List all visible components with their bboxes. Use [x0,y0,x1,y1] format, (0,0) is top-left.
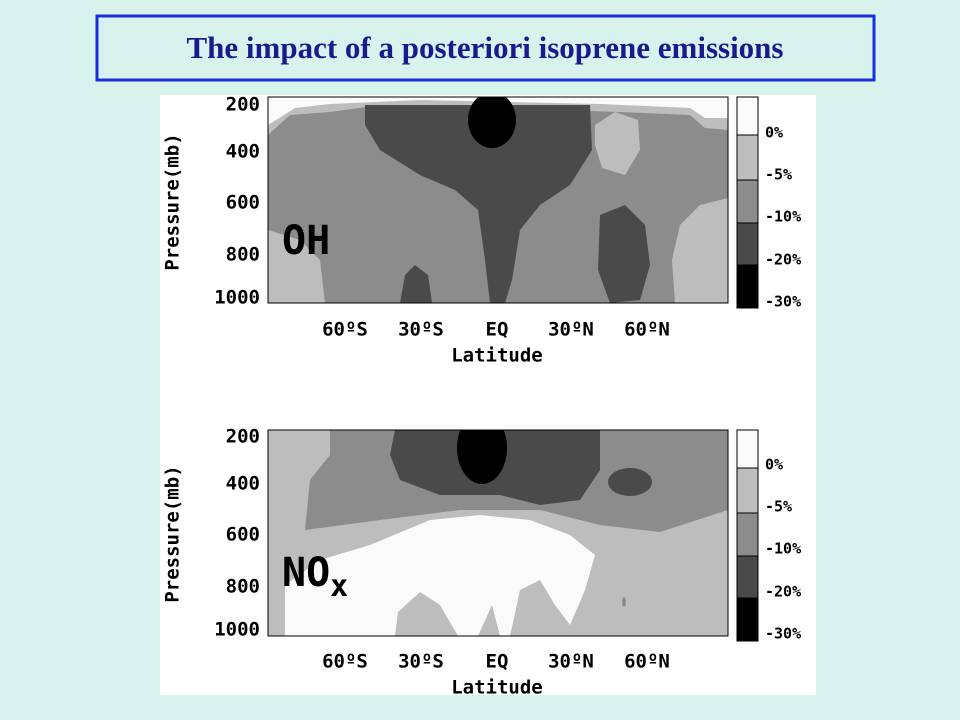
species-subscript: x [330,569,348,604]
species-label: NOx [282,550,348,604]
y-tick-label: 600 [226,192,260,214]
x-tick-label: 30ºN [548,319,594,341]
species-name: NO [282,550,330,596]
nox-contour [268,430,728,636]
colorbar-label: -30% [765,293,801,311]
x-tick-label: 60ºN [624,651,670,673]
x-tick-label: 30ºS [398,651,444,673]
colorbar-label: -10% [765,540,801,558]
y-tick-label: 1000 [214,287,260,309]
plot-frame [267,429,729,637]
title: The impact of a posteriori isoprene emis… [186,30,783,65]
oh-contour [268,97,728,303]
y-tick-label: 400 [226,473,260,495]
x-tick-label: 60ºS [322,319,368,341]
x-tick-label: EQ [486,319,509,341]
x-tick-label: 30ºN [548,651,594,673]
y-tick-label: 200 [226,94,260,116]
colorbar-label: -30% [765,625,801,643]
colorbar-label: -20% [765,583,801,601]
x-tick-label: 30ºS [398,319,444,341]
x-axis-label: Latitude [451,677,543,699]
x-axis-label: Latitude [451,345,543,367]
y-tick-label: 200 [226,426,260,448]
colorbar [736,429,759,642]
y-tick-label: 400 [226,141,260,163]
x-tick-label: EQ [486,651,509,673]
colorbar-label: -5% [765,498,792,516]
y-axis-label: Pressure(mb) [162,465,184,602]
title-box [95,14,876,82]
y-tick-label: 800 [226,244,260,266]
species-name: OH [282,218,330,264]
colorbar-label: -20% [765,251,801,269]
y-axis-label: Pressure(mb) [162,133,184,270]
species-label: OH [282,218,330,264]
colorbar-label: -5% [765,166,792,184]
y-tick-label: 800 [226,576,260,598]
colorbar-label: 0% [765,456,783,474]
x-tick-label: 60ºN [624,319,670,341]
plot-frame [267,96,729,304]
colorbar-label: -10% [765,208,801,226]
y-tick-label: 1000 [214,619,260,641]
y-tick-label: 600 [226,524,260,546]
x-tick-label: 60ºS [322,651,368,673]
colorbar-label: 0% [765,124,783,142]
colorbar [736,96,759,309]
